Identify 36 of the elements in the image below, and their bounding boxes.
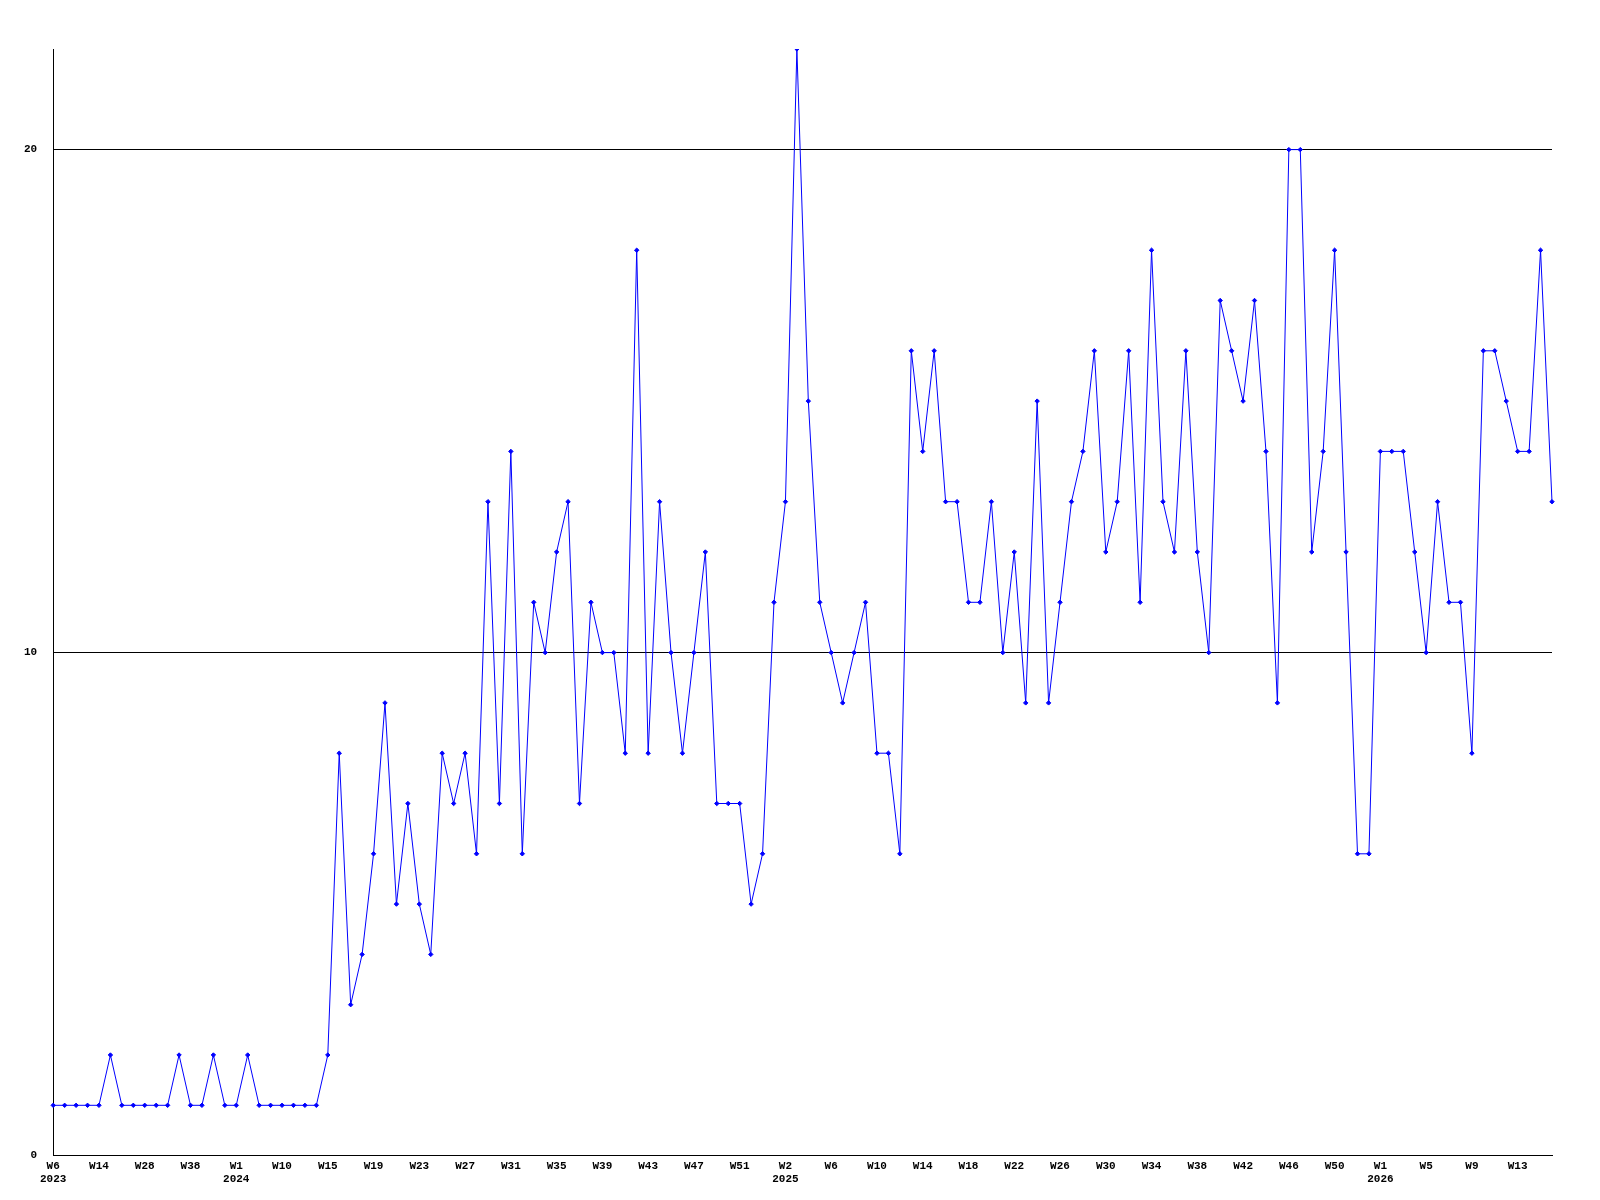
x-tick-label: W39 (592, 1159, 613, 1172)
x-tick-label: W5 (1419, 1159, 1434, 1172)
x-tick-label: W10 (272, 1159, 292, 1172)
x-tick-label: W46 (1278, 1159, 1299, 1172)
x-tick-label: W23 (409, 1159, 430, 1172)
x-tick-label: W2 2025 (772, 1159, 800, 1186)
x-tick-label: W18 (958, 1159, 979, 1172)
x-tick-label: W34 (1141, 1159, 1162, 1172)
y-tick-label: 0 (30, 1149, 38, 1162)
x-tick-label: W9 (1465, 1159, 1479, 1172)
x-tick-label: W1 2026 (1367, 1159, 1394, 1186)
x-tick-label: W27 (455, 1159, 475, 1172)
x-tick-label: W31 (500, 1159, 522, 1172)
y-tick-label: 20 (24, 143, 38, 156)
x-tick-label: W19 (363, 1159, 384, 1172)
x-tick-label: W22 (1004, 1159, 1025, 1172)
x-tick-label: W50 (1324, 1159, 1345, 1172)
x-tick-label: W47 (684, 1159, 704, 1172)
x-tick-label: W14 (912, 1159, 934, 1172)
x-tick-label: W6 2023 (40, 1159, 67, 1186)
x-tick-label: W28 (134, 1159, 156, 1172)
x-tick-label: W38 (1187, 1159, 1208, 1172)
x-tick-label: W35 (546, 1159, 567, 1172)
x-tick-label: W38 (180, 1159, 201, 1172)
x-tick-label: W10 (867, 1159, 887, 1172)
x-tick-label: W14 (89, 1159, 110, 1172)
x-tick-label: W6 (824, 1159, 838, 1172)
x-tick-label: W30 (1095, 1159, 1116, 1172)
x-tick-label: W51 (729, 1159, 750, 1172)
x-tick-label: W42 (1233, 1159, 1253, 1172)
x-tick-label: W43 (638, 1159, 659, 1172)
x-tick-label: W26 (1050, 1159, 1070, 1172)
x-tick-label: W1 2024 (223, 1159, 250, 1186)
y-tick-label: 10 (24, 646, 38, 659)
x-tick-label: W13 (1507, 1159, 1528, 1172)
x-tick-label: W15 (317, 1159, 339, 1172)
